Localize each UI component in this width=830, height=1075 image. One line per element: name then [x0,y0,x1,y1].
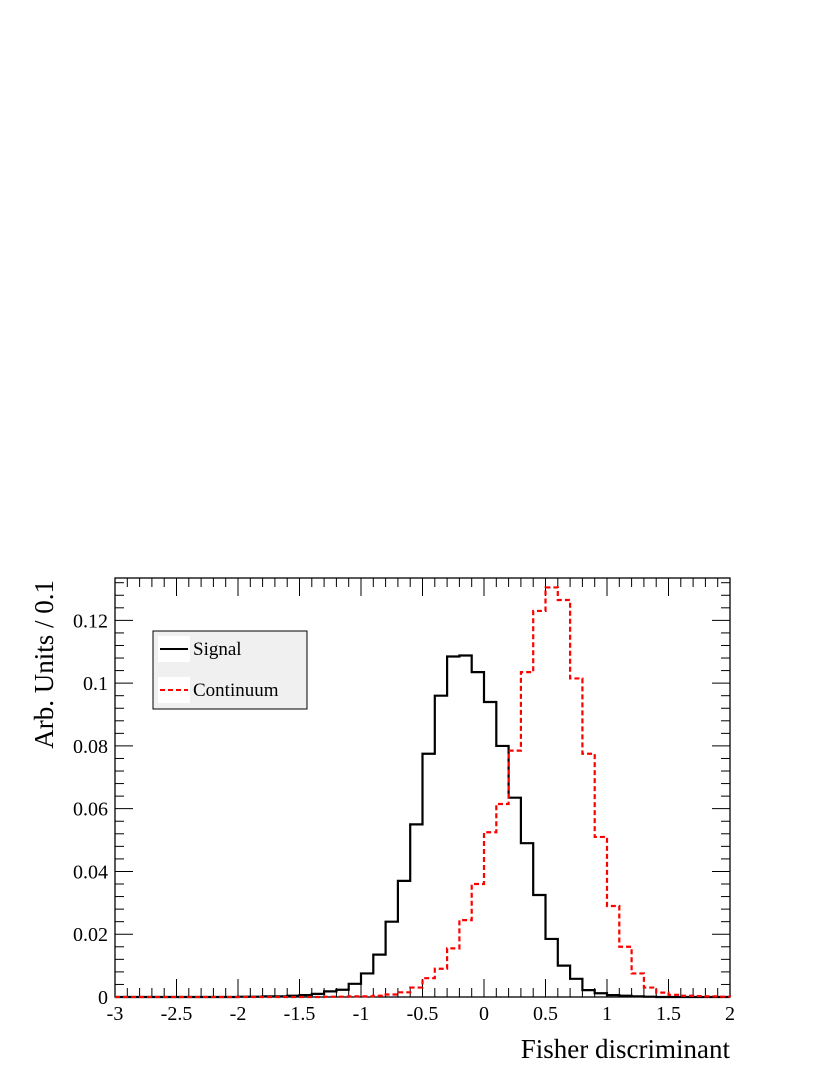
x-tick-label: -1.5 [284,1003,316,1025]
x-tick-label: -0.5 [407,1003,439,1025]
legend-label-continuum: Continuum [193,680,279,701]
x-tick-label: -3 [107,1003,124,1025]
y-tick-label: 0.1 [83,673,108,695]
x-tick-label: -1 [353,1003,370,1025]
y-tick-label: 0 [98,987,108,1009]
histogram-continuum [115,586,732,999]
axis-tick-labels: -3 -2.5 -2 -1.5 -1 -0.5 0 0.5 1 1.5 2 0 0.02 0.04 0.06… [73,610,735,1025]
axis-ticks [114,578,731,998]
legend-label-signal: Signal [193,639,242,660]
histogram-signal [115,654,730,999]
x-tick-label: 2 [725,1003,735,1025]
y-tick-label: 0.08 [73,736,108,758]
histogram-series [115,586,732,999]
x-tick-label: 0 [479,1003,489,1025]
y-tick-label: 0.12 [73,610,108,632]
y-axis-label: Arb. Units / 0.1 [29,580,59,749]
x-tick-label: 0.5 [533,1003,558,1025]
x-tick-label: -2.5 [161,1003,193,1025]
y-tick-label: 0.02 [73,924,108,946]
x-axis-label: Fisher discriminant [521,1034,731,1064]
y-tick-label: 0.04 [73,861,108,883]
x-tick-label: 1.5 [656,1003,681,1025]
x-tick-label: -2 [230,1003,247,1025]
y-tick-label: 0.06 [73,799,108,821]
legend: Signal Continuum [152,630,308,710]
x-tick-label: 1 [602,1003,612,1025]
